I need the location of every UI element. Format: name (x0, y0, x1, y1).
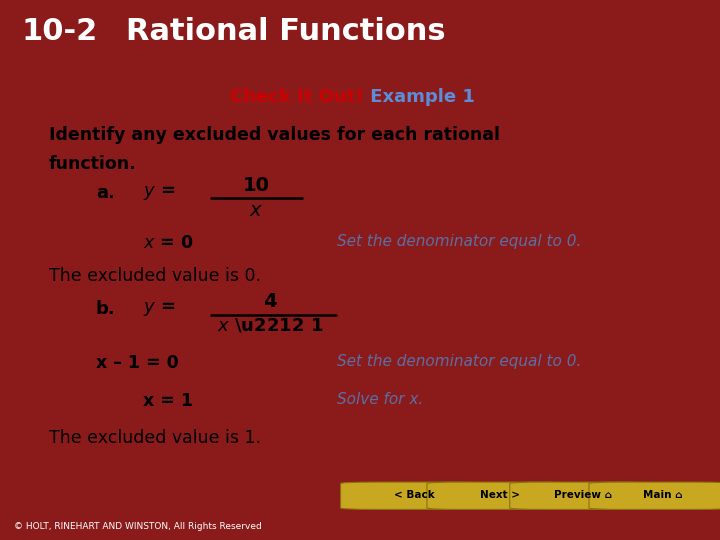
Text: a.: a. (96, 184, 114, 202)
FancyBboxPatch shape (589, 482, 720, 509)
Text: 10-2: 10-2 (22, 17, 98, 46)
Text: < Back: < Back (394, 490, 434, 501)
Text: x – 1 = 0: x – 1 = 0 (96, 354, 179, 373)
Text: $\mathit{x}$: $\mathit{x}$ (249, 200, 264, 220)
Text: Set the denominator equal to 0.: Set the denominator equal to 0. (337, 234, 581, 249)
Text: $\mathit{y}$ =: $\mathit{y}$ = (143, 184, 175, 202)
Text: $\mathit{y}$ =: $\mathit{y}$ = (143, 300, 175, 319)
Text: Identify any excluded values for each rational: Identify any excluded values for each ra… (49, 126, 500, 144)
FancyBboxPatch shape (427, 482, 570, 509)
Text: © HOLT, RINEHART AND WINSTON, All Rights Reserved: © HOLT, RINEHART AND WINSTON, All Rights… (14, 522, 262, 531)
Text: The excluded value is 1.: The excluded value is 1. (49, 429, 261, 447)
Text: Preview ⌂: Preview ⌂ (554, 490, 612, 501)
Text: Solve for x.: Solve for x. (337, 392, 423, 407)
Text: 4: 4 (263, 292, 276, 311)
Text: Rational Functions: Rational Functions (126, 17, 446, 46)
Text: function.: function. (49, 155, 137, 173)
Text: Example 1: Example 1 (364, 88, 474, 106)
Text: The excluded value is 0.: The excluded value is 0. (49, 267, 261, 285)
FancyBboxPatch shape (341, 482, 483, 509)
Text: Next >: Next > (480, 490, 521, 501)
Text: $\mathit{x}$ = 0: $\mathit{x}$ = 0 (143, 234, 193, 252)
Text: Set the denominator equal to 0.: Set the denominator equal to 0. (337, 354, 581, 369)
Text: $\mathit{x}$ \u2212 $\mathbf{1}$: $\mathit{x}$ \u2212 $\mathbf{1}$ (217, 317, 323, 335)
Text: b.: b. (96, 300, 115, 319)
Text: x = 1: x = 1 (143, 392, 193, 410)
Text: Main ⌂: Main ⌂ (643, 490, 682, 501)
Text: Check It Out!: Check It Out! (230, 88, 364, 106)
FancyBboxPatch shape (510, 482, 652, 509)
Text: 10: 10 (243, 176, 270, 194)
